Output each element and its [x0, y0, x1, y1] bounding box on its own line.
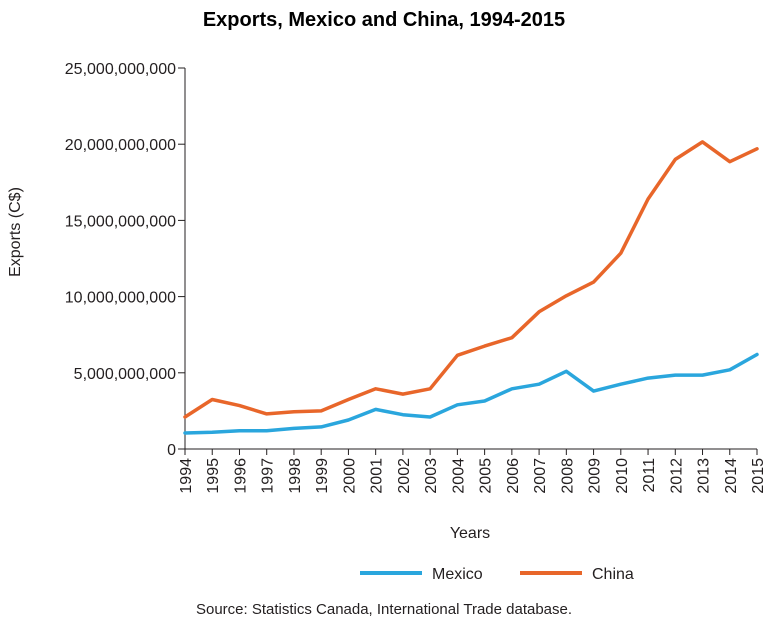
x-axis-label: Years	[450, 525, 490, 542]
x-tick-label: 1994	[178, 458, 195, 494]
x-tick-label: 1998	[287, 458, 304, 494]
x-tick-label: 1999	[314, 458, 331, 494]
x-tick-label: 2003	[423, 458, 440, 494]
y-axis: 0 5,000,000,000 10,000,000,000 15,000,000,0…	[65, 61, 186, 459]
y-tick-label: 10,000,000,000	[65, 290, 176, 307]
x-tick-label: 2007	[532, 458, 549, 494]
x-tick-label: 2010	[614, 458, 631, 494]
series-line-china	[183, 140, 759, 419]
x-tick-label: 2012	[668, 458, 685, 494]
y-tick-label: 20,000,000,000	[65, 137, 176, 154]
x-tick-label: 2006	[505, 458, 522, 494]
x-tick-label: 2013	[696, 458, 713, 494]
x-tick-label: 2014	[723, 458, 740, 494]
x-tick-label: 1995	[205, 458, 222, 494]
x-tick-label: 2004	[450, 458, 467, 494]
x-tick-label: 2000	[341, 458, 358, 494]
x-tick-label: 2015	[750, 458, 767, 494]
chart-title: Exports, Mexico and China, 1994-2015	[203, 9, 565, 31]
x-tick-label: 2011	[641, 458, 658, 493]
x-tick-label: 2008	[559, 458, 576, 494]
x-tick-label: 2005	[478, 458, 495, 494]
x-tick-label: 2002	[396, 458, 413, 494]
y-tick-label: 25,000,000,000	[65, 61, 176, 78]
x-axis: 1994 1995 1996 1997 1998 1999 2000 2001 2002 2003…	[178, 448, 767, 494]
x-tick-label: 1996	[232, 458, 249, 494]
y-tick-label: 0	[167, 442, 176, 459]
x-tick-label: 1997	[260, 458, 277, 494]
y-tick-label: 5,000,000,000	[74, 366, 176, 383]
source-note: Source: Statistics Canada, International…	[196, 601, 572, 618]
x-tick-label: 2009	[587, 458, 604, 494]
y-axis-label: Exports (C$)	[7, 187, 24, 277]
legend-label-mexico: Mexico	[432, 566, 483, 583]
series-line-mexico	[183, 352, 759, 435]
legend: Mexico China	[360, 566, 634, 583]
legend-label-china: China	[592, 566, 634, 583]
x-tick-label: 2001	[369, 458, 386, 494]
y-tick-label: 15,000,000,000	[65, 213, 176, 230]
series-group	[183, 140, 759, 435]
